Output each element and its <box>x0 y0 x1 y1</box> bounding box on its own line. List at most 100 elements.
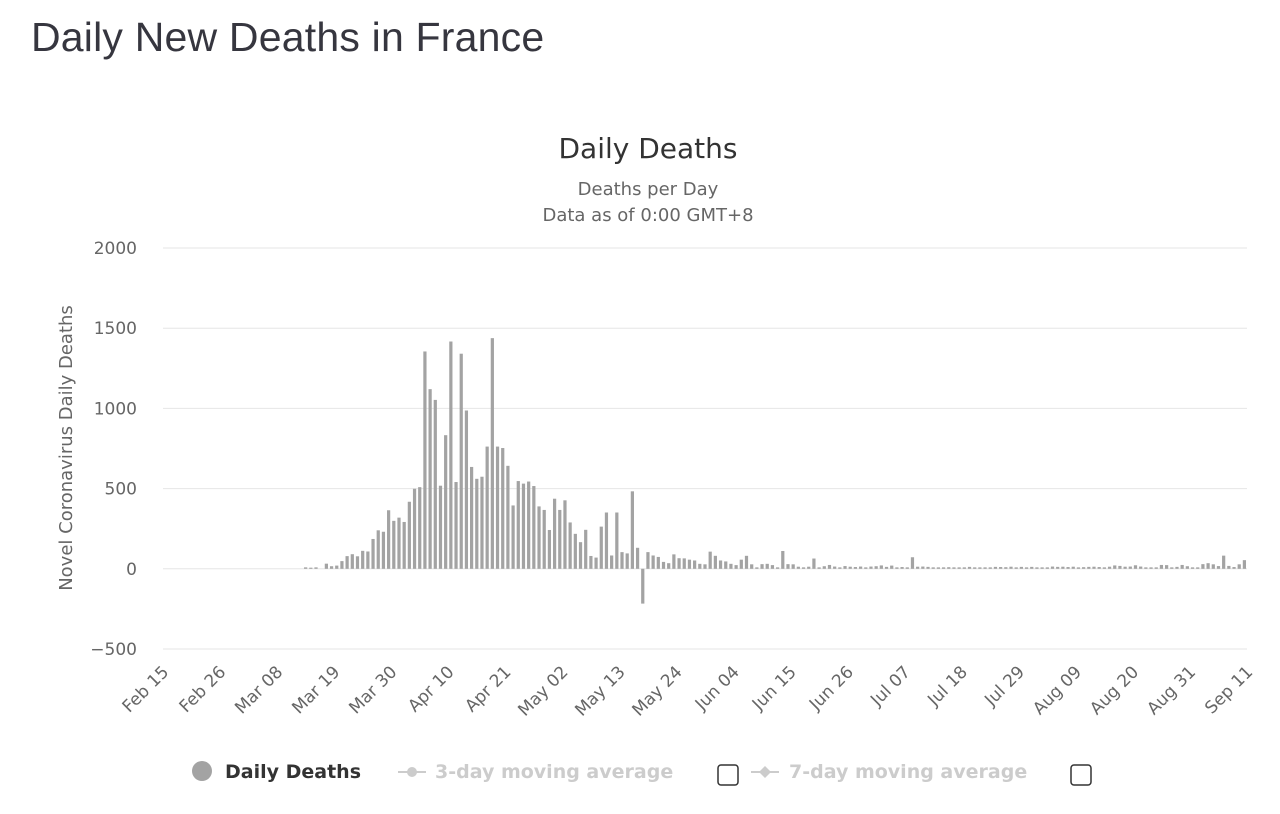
bar[interactable] <box>952 567 956 569</box>
bar[interactable] <box>1164 565 1169 569</box>
bar[interactable] <box>718 560 723 569</box>
bar[interactable] <box>884 566 889 569</box>
bar[interactable] <box>625 553 629 569</box>
bar[interactable] <box>729 563 733 569</box>
bar[interactable] <box>812 558 816 569</box>
bar[interactable] <box>1082 567 1086 569</box>
bar[interactable] <box>921 566 925 569</box>
bar[interactable] <box>412 488 417 569</box>
bar[interactable] <box>407 501 411 569</box>
bar[interactable] <box>1030 566 1034 569</box>
bar[interactable] <box>329 566 334 569</box>
bar[interactable] <box>532 486 536 569</box>
bar[interactable] <box>853 567 858 569</box>
bar[interactable] <box>521 483 526 569</box>
bar[interactable] <box>578 542 583 569</box>
bar[interactable] <box>506 465 510 569</box>
bar[interactable] <box>957 567 961 569</box>
bar[interactable] <box>988 567 992 569</box>
bar[interactable] <box>874 566 878 569</box>
bar[interactable] <box>931 567 935 569</box>
bar[interactable] <box>584 529 588 569</box>
bar[interactable] <box>999 567 1003 569</box>
bar[interactable] <box>1061 566 1065 569</box>
bar[interactable] <box>765 563 769 569</box>
bar[interactable] <box>693 560 697 569</box>
bar[interactable] <box>890 565 894 569</box>
bar[interactable] <box>573 533 577 569</box>
bar[interactable] <box>817 567 821 569</box>
bar[interactable] <box>941 567 946 569</box>
bar[interactable] <box>983 567 987 569</box>
bar[interactable] <box>1232 567 1236 569</box>
bar[interactable] <box>516 481 520 569</box>
bar[interactable] <box>1107 566 1112 569</box>
bar[interactable] <box>480 476 484 569</box>
bar[interactable] <box>1159 564 1164 569</box>
bar[interactable] <box>1216 566 1221 569</box>
bar[interactable] <box>739 559 743 569</box>
bar[interactable] <box>604 512 609 569</box>
bar[interactable] <box>335 565 339 569</box>
bar[interactable] <box>962 567 966 569</box>
bar[interactable] <box>936 567 941 569</box>
bar[interactable] <box>309 567 313 569</box>
bar[interactable] <box>682 558 686 569</box>
bar[interactable] <box>641 568 645 604</box>
bar[interactable] <box>381 531 386 569</box>
bar[interactable] <box>1019 566 1023 569</box>
bar[interactable] <box>734 565 738 569</box>
bar[interactable] <box>724 561 728 569</box>
legend-item-daily-deaths[interactable]: Daily Deaths <box>192 761 361 783</box>
bar[interactable] <box>537 506 541 569</box>
bar[interactable] <box>350 554 354 569</box>
bar[interactable] <box>589 555 593 569</box>
bar[interactable] <box>563 500 567 569</box>
bar[interactable] <box>1102 567 1106 569</box>
bar[interactable] <box>485 446 489 569</box>
bar[interactable] <box>1092 566 1096 569</box>
bar[interactable] <box>594 557 598 569</box>
bar[interactable] <box>651 555 655 569</box>
bar[interactable] <box>1190 567 1195 569</box>
bar[interactable] <box>796 566 800 569</box>
bar[interactable] <box>1118 565 1122 569</box>
bar[interactable] <box>770 565 775 569</box>
bar[interactable] <box>1175 566 1179 569</box>
bar[interactable] <box>1097 567 1101 569</box>
bar[interactable] <box>698 563 702 569</box>
bar[interactable] <box>750 564 754 569</box>
bar[interactable] <box>371 538 375 569</box>
bar[interactable] <box>1180 564 1184 569</box>
bar[interactable] <box>366 551 370 569</box>
bar[interactable] <box>1009 566 1013 569</box>
bar[interactable] <box>345 556 349 569</box>
bar[interactable] <box>791 564 795 569</box>
bar[interactable] <box>444 435 448 569</box>
bar[interactable] <box>1040 567 1044 569</box>
bar[interactable] <box>1076 567 1081 569</box>
bar[interactable] <box>464 410 469 569</box>
bar[interactable] <box>1144 567 1148 569</box>
bar[interactable] <box>895 567 899 569</box>
bar[interactable] <box>402 521 406 569</box>
bar[interactable] <box>314 567 318 569</box>
bar[interactable] <box>1050 566 1055 569</box>
bar[interactable] <box>1045 567 1049 569</box>
bar[interactable] <box>786 564 790 569</box>
bar[interactable] <box>568 522 572 569</box>
bar[interactable] <box>387 510 391 569</box>
bar[interactable] <box>501 448 505 569</box>
bar[interactable] <box>1035 567 1039 569</box>
bar[interactable] <box>454 482 458 569</box>
bar[interactable] <box>879 565 883 569</box>
bar[interactable] <box>687 559 692 569</box>
bar[interactable] <box>1222 555 1226 569</box>
bar[interactable] <box>656 556 660 569</box>
bar[interactable] <box>926 566 930 569</box>
bar[interactable] <box>490 338 494 569</box>
bar[interactable] <box>418 487 422 569</box>
bar[interactable] <box>355 556 360 569</box>
bar[interactable] <box>475 478 479 569</box>
bar[interactable] <box>760 564 764 569</box>
